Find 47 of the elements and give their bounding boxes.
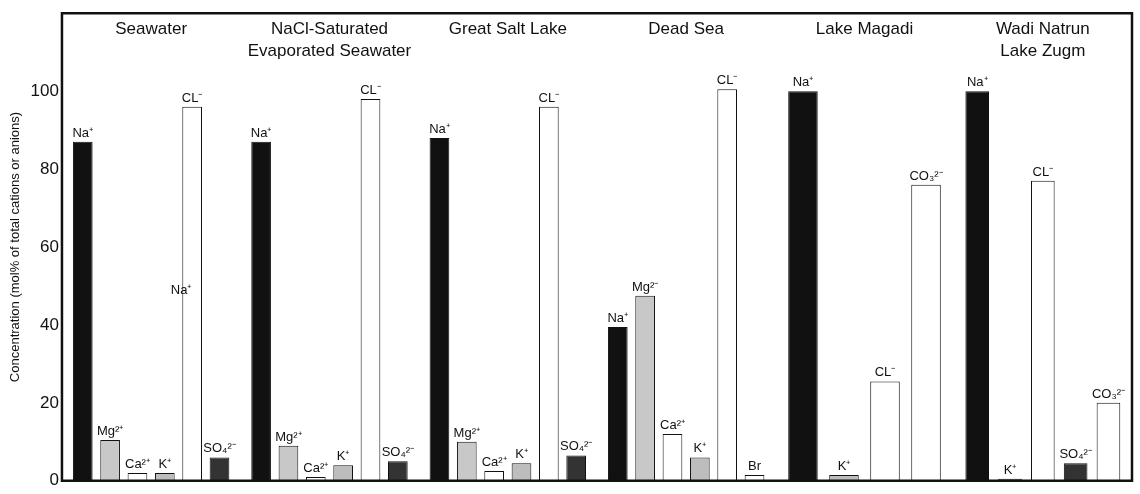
data-label: Na⁺ bbox=[966, 74, 988, 90]
data-label: Mg²⁺ bbox=[96, 422, 124, 438]
data-label: K⁺ bbox=[837, 457, 851, 473]
x-tick-label: Dead Sea bbox=[648, 19, 725, 39]
data-label: CL⁻ bbox=[874, 364, 896, 380]
data-label: CO₃²⁻ bbox=[1091, 385, 1126, 401]
data-label: K⁺ bbox=[336, 448, 350, 464]
data-label: CL⁻ bbox=[1032, 163, 1054, 179]
data-label: K⁺ bbox=[158, 456, 172, 472]
data-label: Na⁺ bbox=[72, 124, 94, 140]
data-label: Na⁺ bbox=[250, 124, 272, 140]
y-tick-label: 80 bbox=[40, 158, 59, 178]
annotation: Na⁺ bbox=[170, 281, 192, 297]
data-label: Na⁺ bbox=[429, 120, 450, 136]
x-tick-label: Seawater bbox=[115, 19, 188, 39]
y-tick-label: 40 bbox=[40, 314, 59, 334]
data-label: Ca²⁺ bbox=[660, 417, 685, 433]
y-tick-label: 0 bbox=[49, 470, 59, 490]
data-label: Na⁺ bbox=[607, 309, 629, 325]
x-tick-label: Lake Magadi bbox=[815, 19, 914, 39]
y-tick-label: 20 bbox=[40, 392, 59, 412]
data-label: Ca²⁺ bbox=[481, 454, 507, 470]
data-label: Mg²⁺ bbox=[275, 428, 302, 444]
x-tick-label: Great Salt Lake bbox=[448, 19, 567, 39]
data-label: SO₄²⁻ bbox=[381, 444, 415, 460]
data-label: K⁺ bbox=[1003, 461, 1017, 477]
data-label: Na⁺ bbox=[792, 74, 814, 90]
data-label: Mg²⁺ bbox=[453, 424, 480, 440]
data-label: K⁺ bbox=[515, 446, 528, 462]
data-label: Ca²⁺ bbox=[303, 459, 329, 475]
y-axis-title: Concentration (mol% of total cations or anions) bbox=[7, 111, 23, 383]
data-label: Mg²⁻ bbox=[631, 278, 659, 294]
data-label: Ca²⁺ bbox=[124, 456, 150, 472]
data-label: SO₄²⁻ bbox=[559, 438, 593, 454]
data-label: Br bbox=[748, 457, 762, 473]
data-label: CL⁻ bbox=[538, 89, 560, 105]
data-label: SO₄²⁻ bbox=[203, 440, 236, 456]
y-tick-label: 100 bbox=[30, 80, 59, 100]
data-label: CL⁻ bbox=[181, 89, 203, 105]
x-tick-label: Wadi Natrun Lake Zugm bbox=[995, 19, 1090, 61]
data-label: CO₃²⁻ bbox=[909, 167, 943, 183]
data-label: K⁺ bbox=[693, 440, 707, 456]
data-label: SO₄²⁻ bbox=[1059, 446, 1092, 462]
y-tick-label: 60 bbox=[40, 236, 59, 256]
data-label: CL⁻ bbox=[360, 81, 381, 97]
data-label: CL⁻ bbox=[716, 72, 738, 88]
x-tick-label: NaCl-Saturated Evaporated Seawater bbox=[247, 19, 412, 61]
